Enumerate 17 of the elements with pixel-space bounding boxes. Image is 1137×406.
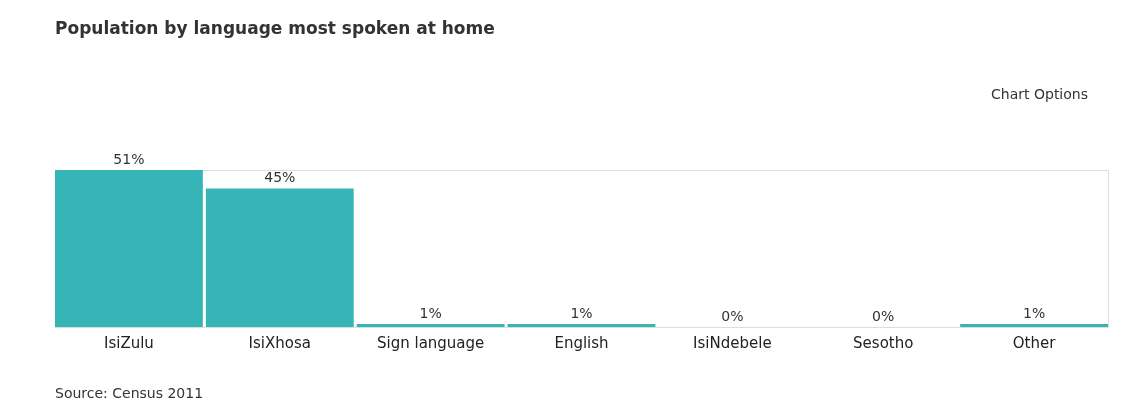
data-label: 45% xyxy=(264,169,296,186)
text: Chart Options xyxy=(991,86,1088,102)
x-tick-label: English xyxy=(554,333,609,352)
data-label: 1% xyxy=(570,304,593,321)
data-label: 0% xyxy=(872,308,895,324)
x-tick-label: Sesotho xyxy=(853,333,914,352)
source-note: Source: Census 2011 xyxy=(55,385,204,401)
x-tick-label: Sign language xyxy=(376,333,485,352)
x-tick-label: IsiNdebele xyxy=(693,333,772,352)
data-label: 1% xyxy=(419,304,442,321)
x-tick-label: IsiZulu xyxy=(103,333,154,352)
x-tick-label: Other xyxy=(1012,333,1057,352)
data-label: 51% xyxy=(113,151,145,167)
chart-title: Population by language most spoken at home xyxy=(55,18,495,38)
x-tick-label: IsiXhosa xyxy=(248,333,311,352)
data-label: 1% xyxy=(1022,304,1046,321)
data-label: 0% xyxy=(721,308,744,324)
